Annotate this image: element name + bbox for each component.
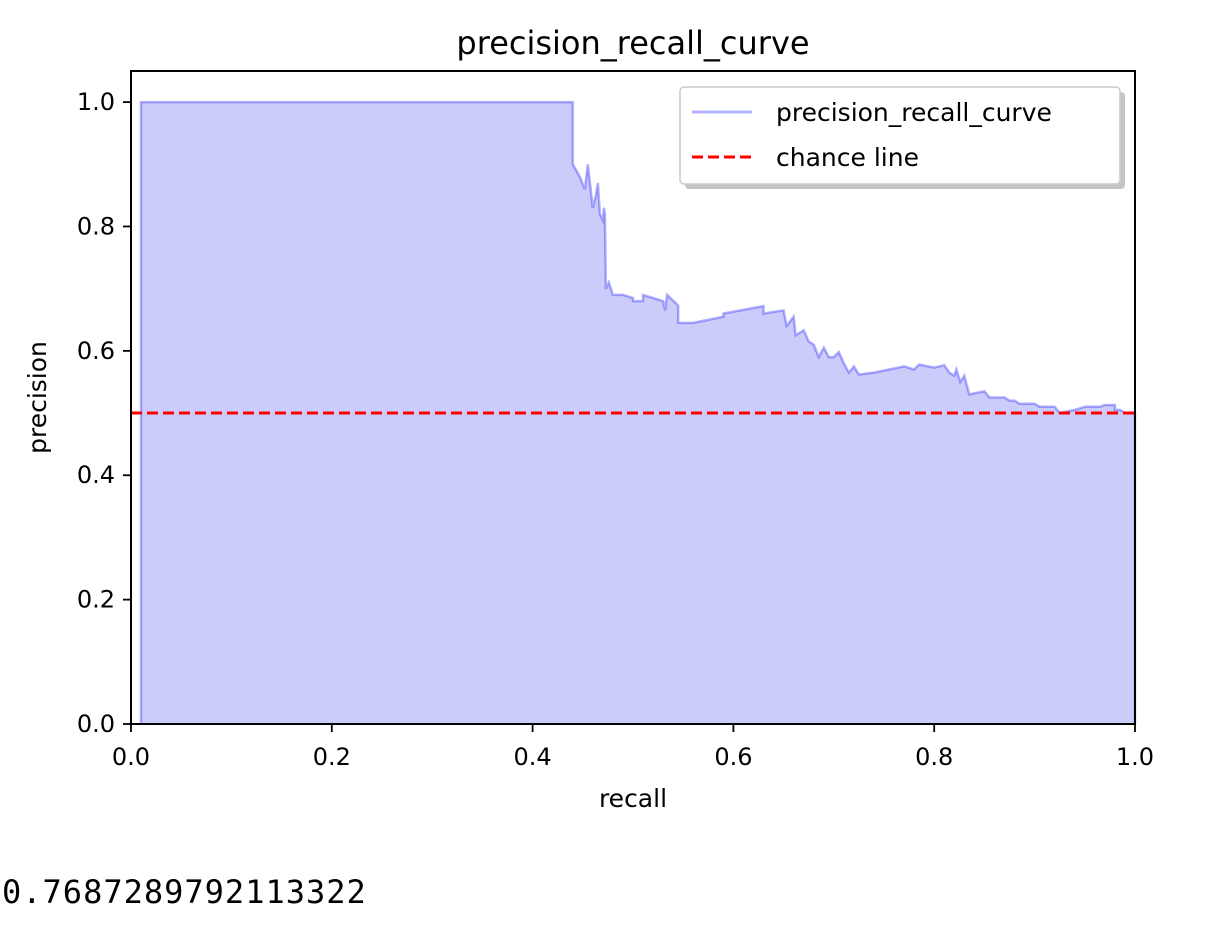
y-tick-label-2: 0.4 — [77, 461, 115, 489]
y-tick-label-4: 0.8 — [77, 212, 115, 240]
x-axis-label: recall — [599, 784, 667, 813]
legend-label-1: chance line — [776, 143, 919, 172]
y-tick-label-0: 0.0 — [77, 710, 115, 738]
series-line-layer — [131, 100, 1137, 724]
y-tick-label-1: 0.2 — [77, 586, 115, 614]
legend-box — [679, 86, 1121, 185]
x-tick-label-5: 1.0 — [1116, 743, 1154, 771]
legend-label-0: precision_recall_curve — [776, 98, 1052, 127]
y-ticks: 0.0 0.2 0.4 0.6 0.8 1.0 — [77, 88, 131, 738]
chart-title: precision_recall_curve — [456, 24, 809, 62]
y-tick-label-3: 0.6 — [77, 337, 115, 365]
pr-curve-chart: 0.0 0.2 0.4 0.6 0.8 1.0 0.0 0.2 0.4 0.6 0.8 1.0 pr… — [23, 24, 1154, 813]
x-tick-label-2: 0.4 — [514, 743, 552, 771]
x-tick-label-4: 0.8 — [915, 743, 953, 771]
series-line-0 — [139, 100, 1137, 724]
y-axis-label: precision — [23, 341, 52, 454]
y-tick-label-5: 1.0 — [77, 88, 115, 116]
output-value: 0.7687289792113322 — [2, 873, 367, 911]
x-tick-label-0: 0.0 — [112, 743, 150, 771]
plot-frame — [130, 70, 1136, 725]
x-tick-label-3: 0.6 — [714, 743, 752, 771]
x-ticks: 0.0 0.2 0.4 0.6 0.8 1.0 — [112, 724, 1154, 771]
x-tick-label-1: 0.2 — [313, 743, 351, 771]
